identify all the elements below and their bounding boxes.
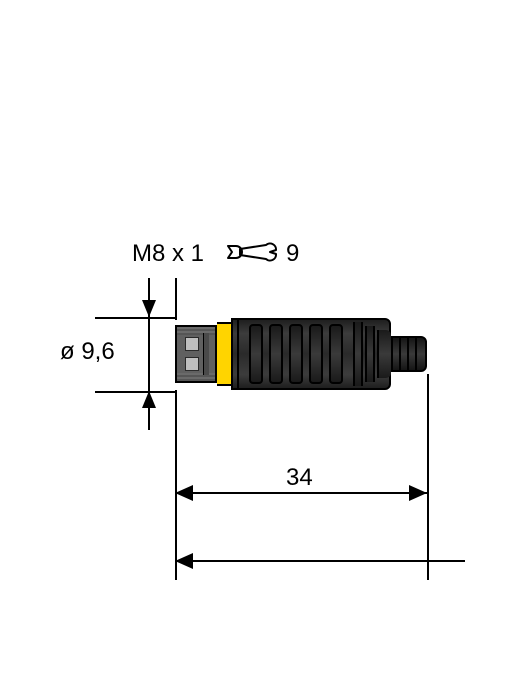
connector-pin bbox=[185, 357, 199, 371]
length-ext-right bbox=[427, 374, 429, 580]
wrench-icon bbox=[222, 240, 278, 264]
diameter-label: ø 9,6 bbox=[60, 338, 115, 366]
length-arrow-left bbox=[175, 485, 193, 501]
connector-body bbox=[231, 318, 391, 390]
ext-line-bot bbox=[95, 391, 175, 393]
connector-color-ring bbox=[217, 322, 231, 386]
length-label: 34 bbox=[286, 464, 313, 492]
length-arrow-right bbox=[409, 485, 427, 501]
diameter-arrow-top bbox=[142, 300, 156, 317]
technical-drawing: M8 x 1 9 ø 9,6 bbox=[0, 0, 523, 700]
connector-cable bbox=[391, 336, 427, 372]
connector-coupling-nut bbox=[175, 325, 217, 383]
diameter-arrow-bot bbox=[142, 391, 156, 408]
overall-arrow-left bbox=[175, 553, 193, 569]
connector-pin bbox=[185, 337, 199, 351]
length-dim-line bbox=[175, 492, 427, 494]
thread-label: M8 x 1 bbox=[132, 240, 204, 268]
overall-dim-line bbox=[175, 560, 465, 562]
diameter-rail bbox=[148, 317, 150, 391]
thread-label-leader bbox=[175, 278, 177, 320]
ext-line-top bbox=[95, 317, 175, 319]
wrench-size-label: 9 bbox=[286, 240, 299, 268]
